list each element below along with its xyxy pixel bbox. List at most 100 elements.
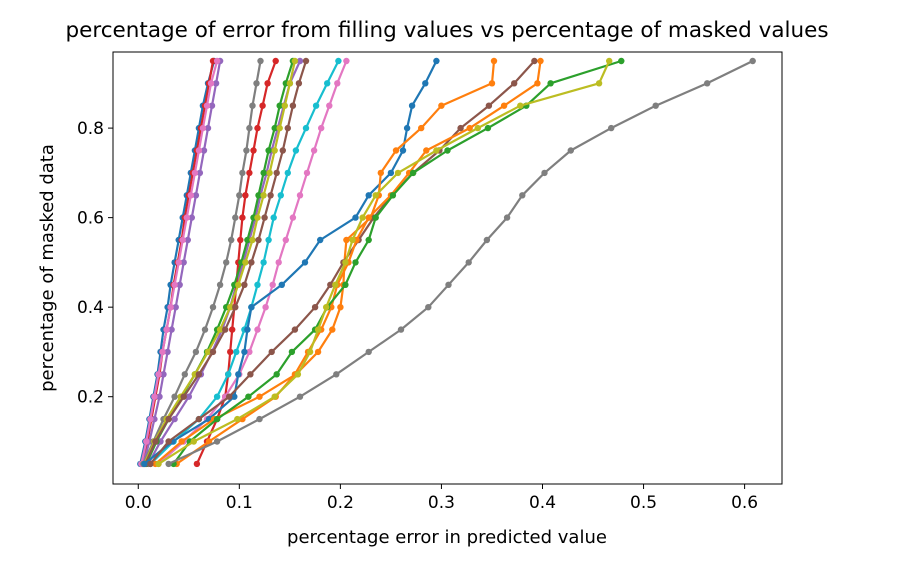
data-point [352, 214, 359, 221]
data-point [237, 236, 244, 244]
data-point [365, 192, 372, 199]
data-point [372, 192, 379, 199]
y-axis-label: percentage of masked data [37, 144, 58, 392]
data-point [503, 214, 511, 221]
series-layer [137, 57, 756, 468]
data-point [281, 102, 288, 109]
series-18 [155, 57, 613, 468]
data-point [232, 214, 239, 221]
data-point [408, 102, 416, 109]
data-point [256, 415, 263, 423]
data-point [179, 236, 186, 244]
data-point [204, 124, 212, 132]
data-point [235, 281, 242, 288]
data-point [279, 147, 286, 154]
data-point [466, 124, 473, 132]
data-point [246, 124, 253, 132]
y-axis: 0.2 0.4 0.6 0.8 [77, 119, 113, 408]
data-point [213, 57, 221, 65]
data-point [249, 236, 256, 244]
data-point [195, 415, 203, 423]
data-point [249, 102, 256, 109]
data-point [216, 326, 224, 333]
data-point [277, 192, 284, 199]
data-point [253, 80, 260, 87]
data-point [547, 80, 554, 87]
data-point [310, 147, 318, 154]
data-point [332, 281, 339, 288]
data-point [271, 393, 278, 400]
data-point [244, 236, 251, 244]
data-point [275, 259, 282, 266]
series-4 [138, 57, 221, 468]
x-tick-label: 0.0 [125, 493, 152, 513]
data-point [254, 326, 261, 333]
data-point [248, 259, 255, 266]
data-point [151, 393, 158, 400]
data-point [359, 214, 366, 221]
data-point [534, 80, 541, 87]
data-point [213, 393, 221, 400]
data-point [445, 281, 452, 288]
data-point [276, 124, 283, 132]
data-point [294, 371, 302, 378]
data-point [333, 371, 340, 378]
x-tick-label: 0.2 [327, 493, 354, 513]
data-point [289, 102, 297, 109]
data-point [195, 147, 203, 154]
data-point [234, 415, 241, 423]
data-point [397, 326, 405, 333]
data-point [271, 147, 278, 154]
data-point [262, 304, 269, 311]
data-point [312, 102, 320, 109]
data-point [168, 326, 175, 333]
y-tick-label: 0.8 [77, 119, 104, 139]
data-point [208, 102, 216, 109]
data-point [292, 147, 300, 154]
data-point [531, 57, 538, 65]
data-point [302, 57, 310, 65]
data-point [409, 169, 417, 177]
data-point [271, 124, 278, 132]
data-point [418, 124, 425, 132]
data-point [195, 371, 203, 378]
data-point [265, 236, 272, 244]
data-point [273, 169, 280, 177]
y-tick-label: 0.2 [77, 388, 104, 408]
data-point [314, 348, 322, 356]
data-point [155, 371, 162, 378]
data-point [165, 460, 172, 468]
data-point [227, 348, 234, 356]
data-point [389, 192, 397, 199]
data-point [387, 169, 395, 177]
data-point [337, 304, 344, 311]
data-point [193, 460, 201, 468]
data-point [231, 393, 238, 400]
data-point [248, 304, 255, 311]
data-point [324, 80, 331, 87]
data-point [239, 169, 246, 177]
data-point [266, 169, 273, 177]
data-point [343, 57, 350, 65]
data-point [192, 192, 200, 199]
data-point [205, 438, 213, 445]
data-point [227, 304, 234, 311]
data-point [254, 214, 261, 221]
data-point [216, 281, 224, 288]
data-point [303, 169, 311, 177]
data-point [314, 326, 322, 333]
data-point [438, 102, 445, 109]
data-point [256, 393, 263, 400]
data-point [318, 124, 325, 132]
data-point [323, 304, 330, 311]
data-point [203, 102, 211, 109]
data-point [243, 147, 250, 154]
data-point [295, 80, 303, 87]
data-point [517, 102, 524, 109]
data-point [273, 371, 280, 378]
data-point [242, 192, 249, 199]
data-point [165, 415, 172, 423]
data-point [164, 348, 171, 356]
data-point [289, 214, 297, 221]
